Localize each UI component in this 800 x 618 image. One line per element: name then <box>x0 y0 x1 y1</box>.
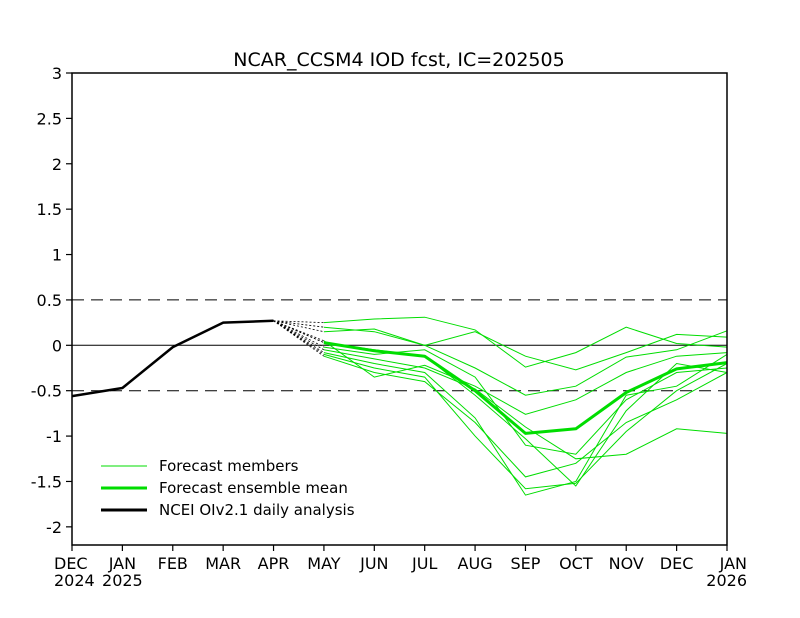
y-tick-label: 2.5 <box>37 109 62 128</box>
analysis <box>71 319 274 398</box>
y-tick-label: 2 <box>52 155 62 174</box>
x-tick-label: AUG <box>458 554 493 573</box>
x-tick-label: SEP <box>511 554 541 573</box>
x-tick-year-label: 2026 <box>706 571 747 590</box>
member-line <box>323 340 728 415</box>
y-tick-label: 1.5 <box>37 200 62 219</box>
member-line <box>323 353 728 490</box>
chart-title: NCAR_CCSM4 IOD fcst, IC=202505 <box>233 49 564 71</box>
connector-line <box>273 320 325 343</box>
x-tick-label: OCT <box>559 554 593 573</box>
plot-frame <box>71 72 728 546</box>
x-tick-label: JUN <box>359 554 388 573</box>
y-tick-label: -1 <box>46 427 62 446</box>
connector-line <box>273 320 325 333</box>
connector-line <box>273 320 324 324</box>
ensemble-mean-line <box>323 341 728 435</box>
member-line <box>323 355 728 478</box>
legend-label: Forecast members <box>159 457 299 475</box>
member-line <box>323 316 728 368</box>
x-tick-label: MAY <box>307 554 341 573</box>
y-tick-label: 3 <box>52 64 62 83</box>
x-tick-label: JUL <box>411 554 437 573</box>
x-tick-label: APR <box>258 554 290 573</box>
y-tick-label: 0.5 <box>37 291 62 310</box>
legend-label: NCEI OIv2.1 daily analysis <box>159 501 355 519</box>
y-tick-label: -0.5 <box>31 382 62 401</box>
x-tick-label: DEC <box>54 554 88 573</box>
member-line <box>323 352 728 496</box>
y-tick-label: 0 <box>52 336 62 355</box>
member-line <box>323 349 728 460</box>
connector-line <box>273 320 324 328</box>
x-tick-label: FEB <box>158 554 188 573</box>
forecast-connectors <box>273 320 325 357</box>
y-tick-label: -2 <box>46 518 62 537</box>
x-tick-label: JAN <box>108 554 136 573</box>
y-axis: 3 2.5 2 1.5 1 0.5 0 -0.5 -1 -1.5 -2 <box>31 64 72 537</box>
forecast-members <box>323 316 728 496</box>
x-tick-label: JAN <box>719 554 747 573</box>
analysis-line <box>71 319 274 398</box>
x-tick-label: DEC <box>660 554 694 573</box>
legend: Forecast members Forecast ensemble mean NC… <box>101 457 355 519</box>
x-tick-year-label: 2024 <box>54 571 95 590</box>
y-tick-label: 1 <box>52 246 62 265</box>
member-line <box>323 328 728 396</box>
legend-label: Forecast ensemble mean <box>159 479 348 497</box>
x-tick-label: NOV <box>609 554 644 573</box>
y-tick-label: -1.5 <box>31 472 62 491</box>
x-tick-label: MAR <box>205 554 241 573</box>
ensemble-mean <box>323 341 728 435</box>
reference-lines <box>72 299 727 392</box>
x-tick-year-label: 2025 <box>102 571 143 590</box>
member-line <box>323 326 728 371</box>
